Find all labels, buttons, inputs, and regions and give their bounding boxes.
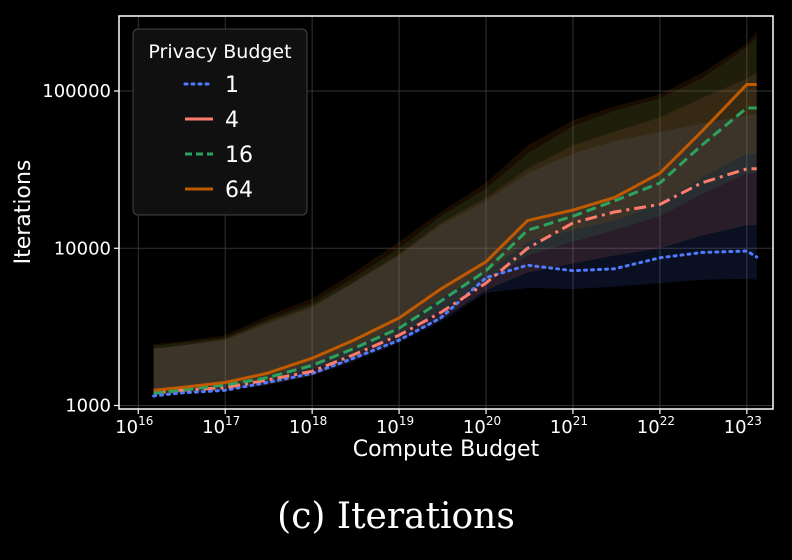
line-series-64 xyxy=(153,83,757,392)
y-axis-ticks: 1000 10000 100000 xyxy=(42,81,119,416)
legend-box xyxy=(132,28,308,216)
x-tick-label: 1020 xyxy=(463,414,501,438)
band-series-64 xyxy=(153,31,757,393)
y-axis-label: Iterations xyxy=(11,160,36,265)
x-axis-label: Compute Budget xyxy=(353,437,540,462)
series-lines xyxy=(152,83,759,398)
confidence-bands xyxy=(153,31,757,396)
plot-frame xyxy=(118,15,774,410)
x-tick-label: 1018 xyxy=(289,414,327,438)
legend-title: Privacy Budget xyxy=(148,41,291,63)
legend-label-64: 64 xyxy=(225,178,253,203)
x-tick-label: 1021 xyxy=(550,414,588,438)
y-tick-label: 100000 xyxy=(42,81,111,102)
y-tick-label: 1000 xyxy=(65,395,111,416)
x-tick-label: 1019 xyxy=(376,414,414,438)
legend-label-1: 1 xyxy=(225,73,239,98)
x-tick-label: 1022 xyxy=(637,414,675,438)
figure-caption: (c) Iterations xyxy=(277,496,515,537)
y-tick-label: 10000 xyxy=(54,238,111,259)
legend-label-16: 16 xyxy=(225,143,253,168)
legend-label-4: 4 xyxy=(225,108,239,133)
band-series-1 xyxy=(153,113,757,396)
line-series-4 xyxy=(153,167,757,395)
legend-items: 1 4 16 64 xyxy=(183,73,253,203)
x-axis-ticks: 1016 1017 1018 1019 1020 1021 1022 1023 xyxy=(115,409,762,438)
line-series-16 xyxy=(153,106,757,395)
legend: Privacy Budget 1 4 16 64 xyxy=(132,28,308,216)
x-tick-label: 1023 xyxy=(724,414,762,438)
band-series-16 xyxy=(153,37,757,396)
iterations-chart: 1016 1017 1018 1019 1020 1021 1022 1023 1000100… xyxy=(11,15,774,462)
band-series-4 xyxy=(153,73,757,396)
x-tick-label: 1017 xyxy=(202,414,240,438)
x-tick-label: 1016 xyxy=(115,414,153,438)
